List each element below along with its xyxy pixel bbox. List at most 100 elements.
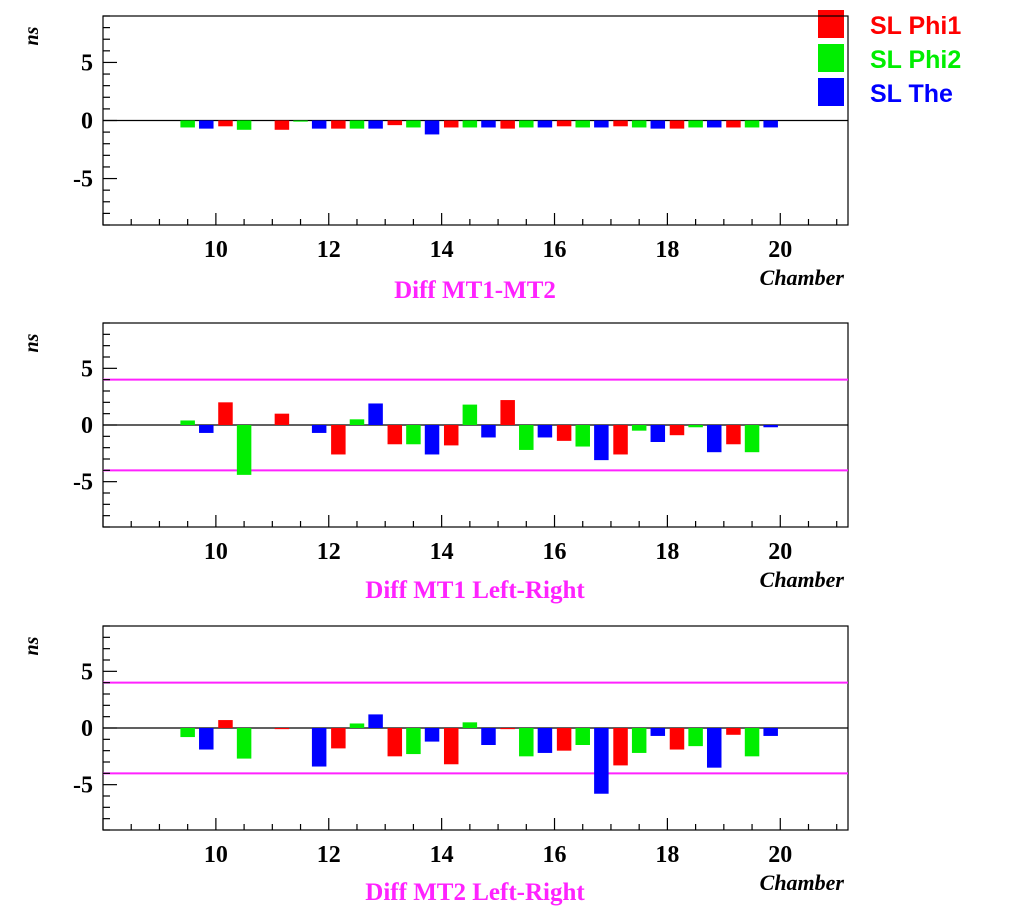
bar-sl-phi1 (669, 728, 685, 750)
bar-sl-phi2 (631, 120, 647, 128)
bar-sl-the (199, 728, 214, 750)
bar-sl-the (763, 425, 778, 428)
bar-sl-phi2 (180, 120, 195, 128)
bar-sl-the (537, 120, 553, 128)
bar-sl-phi2 (180, 728, 195, 738)
bar-sl-phi2 (519, 120, 534, 128)
x-tick-label: 18 (655, 842, 679, 868)
bar-sl-the (311, 120, 327, 129)
y-axis-label: ns (21, 333, 43, 352)
bar-sl-phi1 (274, 728, 290, 730)
bar-sl-the (424, 120, 440, 135)
bar-sl-phi2 (519, 425, 534, 450)
bar-sl-phi2 (575, 120, 590, 128)
y-tick-label: -5 (73, 470, 93, 496)
x-tick-label: 12 (317, 539, 341, 565)
bar-sl-phi2 (519, 728, 534, 757)
bar-sl-phi1 (218, 720, 233, 728)
legend-swatch-sl-phi1 (818, 10, 844, 38)
x-tick-label: 16 (543, 237, 567, 263)
legend-swatch-sl-phi2 (818, 44, 844, 72)
x-axis-label: Chamber (760, 265, 845, 290)
bar-sl-phi2 (349, 419, 365, 425)
bar-sl-the (537, 425, 553, 438)
bar-sl-phi1 (443, 120, 459, 128)
bar-sl-phi2 (688, 425, 703, 428)
bar-sl-phi2 (575, 425, 590, 447)
bar-sl-the (368, 403, 383, 425)
bar-sl-the (650, 120, 666, 129)
bar-sl-phi1 (500, 400, 515, 425)
bar-sl-phi2 (406, 728, 421, 755)
bar-sl-the (311, 728, 327, 767)
panel-title: Diff MT1-MT2 (394, 277, 556, 304)
bar-sl-phi2 (688, 120, 703, 128)
bar-sl-the (481, 728, 496, 745)
bar-sl-the (368, 714, 383, 728)
x-tick-label: 10 (204, 237, 228, 263)
x-tick-label: 16 (543, 842, 567, 868)
bar-sl-phi1 (500, 728, 515, 730)
panel-diff-mt1-mt2: 10 12 14 16 18 20 -5 0 5 Chamber ns Diff MT1-MT2 (21, 15, 849, 304)
y-tick-label: 0 (81, 716, 93, 742)
bar-sl-phi2 (462, 722, 478, 728)
bar-sl-phi1 (669, 425, 685, 436)
bar-sl-phi2 (688, 728, 703, 747)
bar-sl-phi1 (331, 425, 346, 455)
y-tick-label: -5 (73, 167, 93, 193)
y-tick-label: 0 (81, 109, 93, 135)
bar-sl-phi1 (443, 425, 459, 446)
bar-sl-phi2 (349, 120, 365, 129)
bar-sl-phi2 (575, 728, 590, 745)
bar-sl-the (311, 425, 327, 433)
bar-sl-phi2 (744, 728, 760, 757)
bar-sl-the (594, 728, 609, 794)
bar-sl-phi1 (331, 120, 346, 129)
bar-sl-phi1 (500, 120, 515, 129)
bar-sl-the (199, 120, 214, 129)
panel-diff-mt2-left-right: 10 12 14 16 18 20 -5 0 5 Chamber ns Diff MT2 Left-R… (21, 625, 849, 906)
legend-swatch-sl-the (818, 78, 844, 106)
bar-sl-the (594, 425, 609, 461)
bar-sl-the (368, 120, 383, 129)
bar-sl-phi2 (462, 120, 478, 128)
bar-sl-phi1 (556, 425, 572, 441)
bar-sl-phi1 (726, 728, 741, 735)
x-tick-label: 12 (317, 237, 341, 263)
x-tick-label: 20 (768, 237, 792, 263)
bar-sl-phi1 (726, 120, 741, 128)
bar-sl-the (706, 120, 722, 128)
bar-sl-the (650, 425, 666, 442)
bar-sl-phi1 (387, 728, 403, 757)
bar-sl-the (763, 728, 778, 736)
bar-sl-the (481, 425, 496, 438)
bar-sl-the (199, 425, 214, 433)
x-tick-label: 16 (543, 539, 567, 565)
y-tick-label: 5 (81, 50, 93, 76)
y-axis-label: ns (21, 636, 43, 655)
x-tick-label: 10 (204, 539, 228, 565)
x-axis-label: Chamber (760, 567, 845, 592)
x-tick-label: 18 (655, 237, 679, 263)
bar-sl-phi1 (274, 120, 290, 130)
bar-sl-phi1 (726, 425, 741, 445)
bar-sl-the (424, 728, 440, 742)
x-tick-label: 20 (768, 539, 792, 565)
bar-sl-phi2 (180, 420, 195, 425)
bar-sl-phi1 (443, 728, 459, 765)
bar-sl-the (481, 120, 496, 128)
bar-sl-the (424, 425, 440, 455)
bar-sl-phi2 (236, 120, 252, 130)
bar-sl-phi2 (236, 728, 252, 759)
y-axis-label: ns (21, 26, 43, 45)
x-tick-label: 14 (430, 237, 454, 263)
bar-sl-phi2 (236, 425, 252, 475)
y-tick-label: -5 (73, 773, 93, 799)
bar-sl-the (650, 728, 666, 736)
y-tick-label: 5 (81, 659, 93, 685)
x-tick-label: 12 (317, 842, 341, 868)
bar-sl-the (763, 120, 778, 128)
legend-label-sl-phi1: SL Phi1 (870, 12, 961, 40)
bar-sl-the (594, 120, 609, 128)
